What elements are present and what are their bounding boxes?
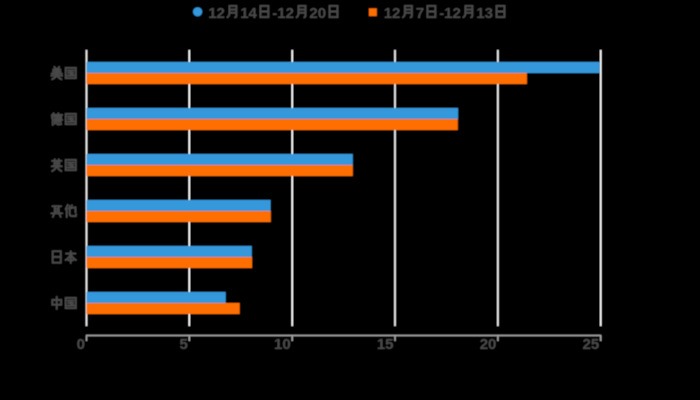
svg-text:20: 20 xyxy=(309,5,326,22)
svg-text:12: 12 xyxy=(384,5,401,22)
svg-text:0: 0 xyxy=(77,336,85,353)
svg-text:-12: -12 xyxy=(439,5,461,22)
svg-text:25: 25 xyxy=(583,336,600,353)
svg-text:15: 15 xyxy=(377,336,394,353)
svg-text:-12: -12 xyxy=(272,5,294,22)
svg-text:10: 10 xyxy=(274,336,291,353)
svg-text:7: 7 xyxy=(416,5,424,22)
svg-text:12: 12 xyxy=(208,5,225,22)
svg-text:14: 14 xyxy=(240,5,257,22)
svg-text:5: 5 xyxy=(179,336,187,353)
svg-text:20: 20 xyxy=(480,336,497,353)
svg-text:13: 13 xyxy=(476,5,493,22)
